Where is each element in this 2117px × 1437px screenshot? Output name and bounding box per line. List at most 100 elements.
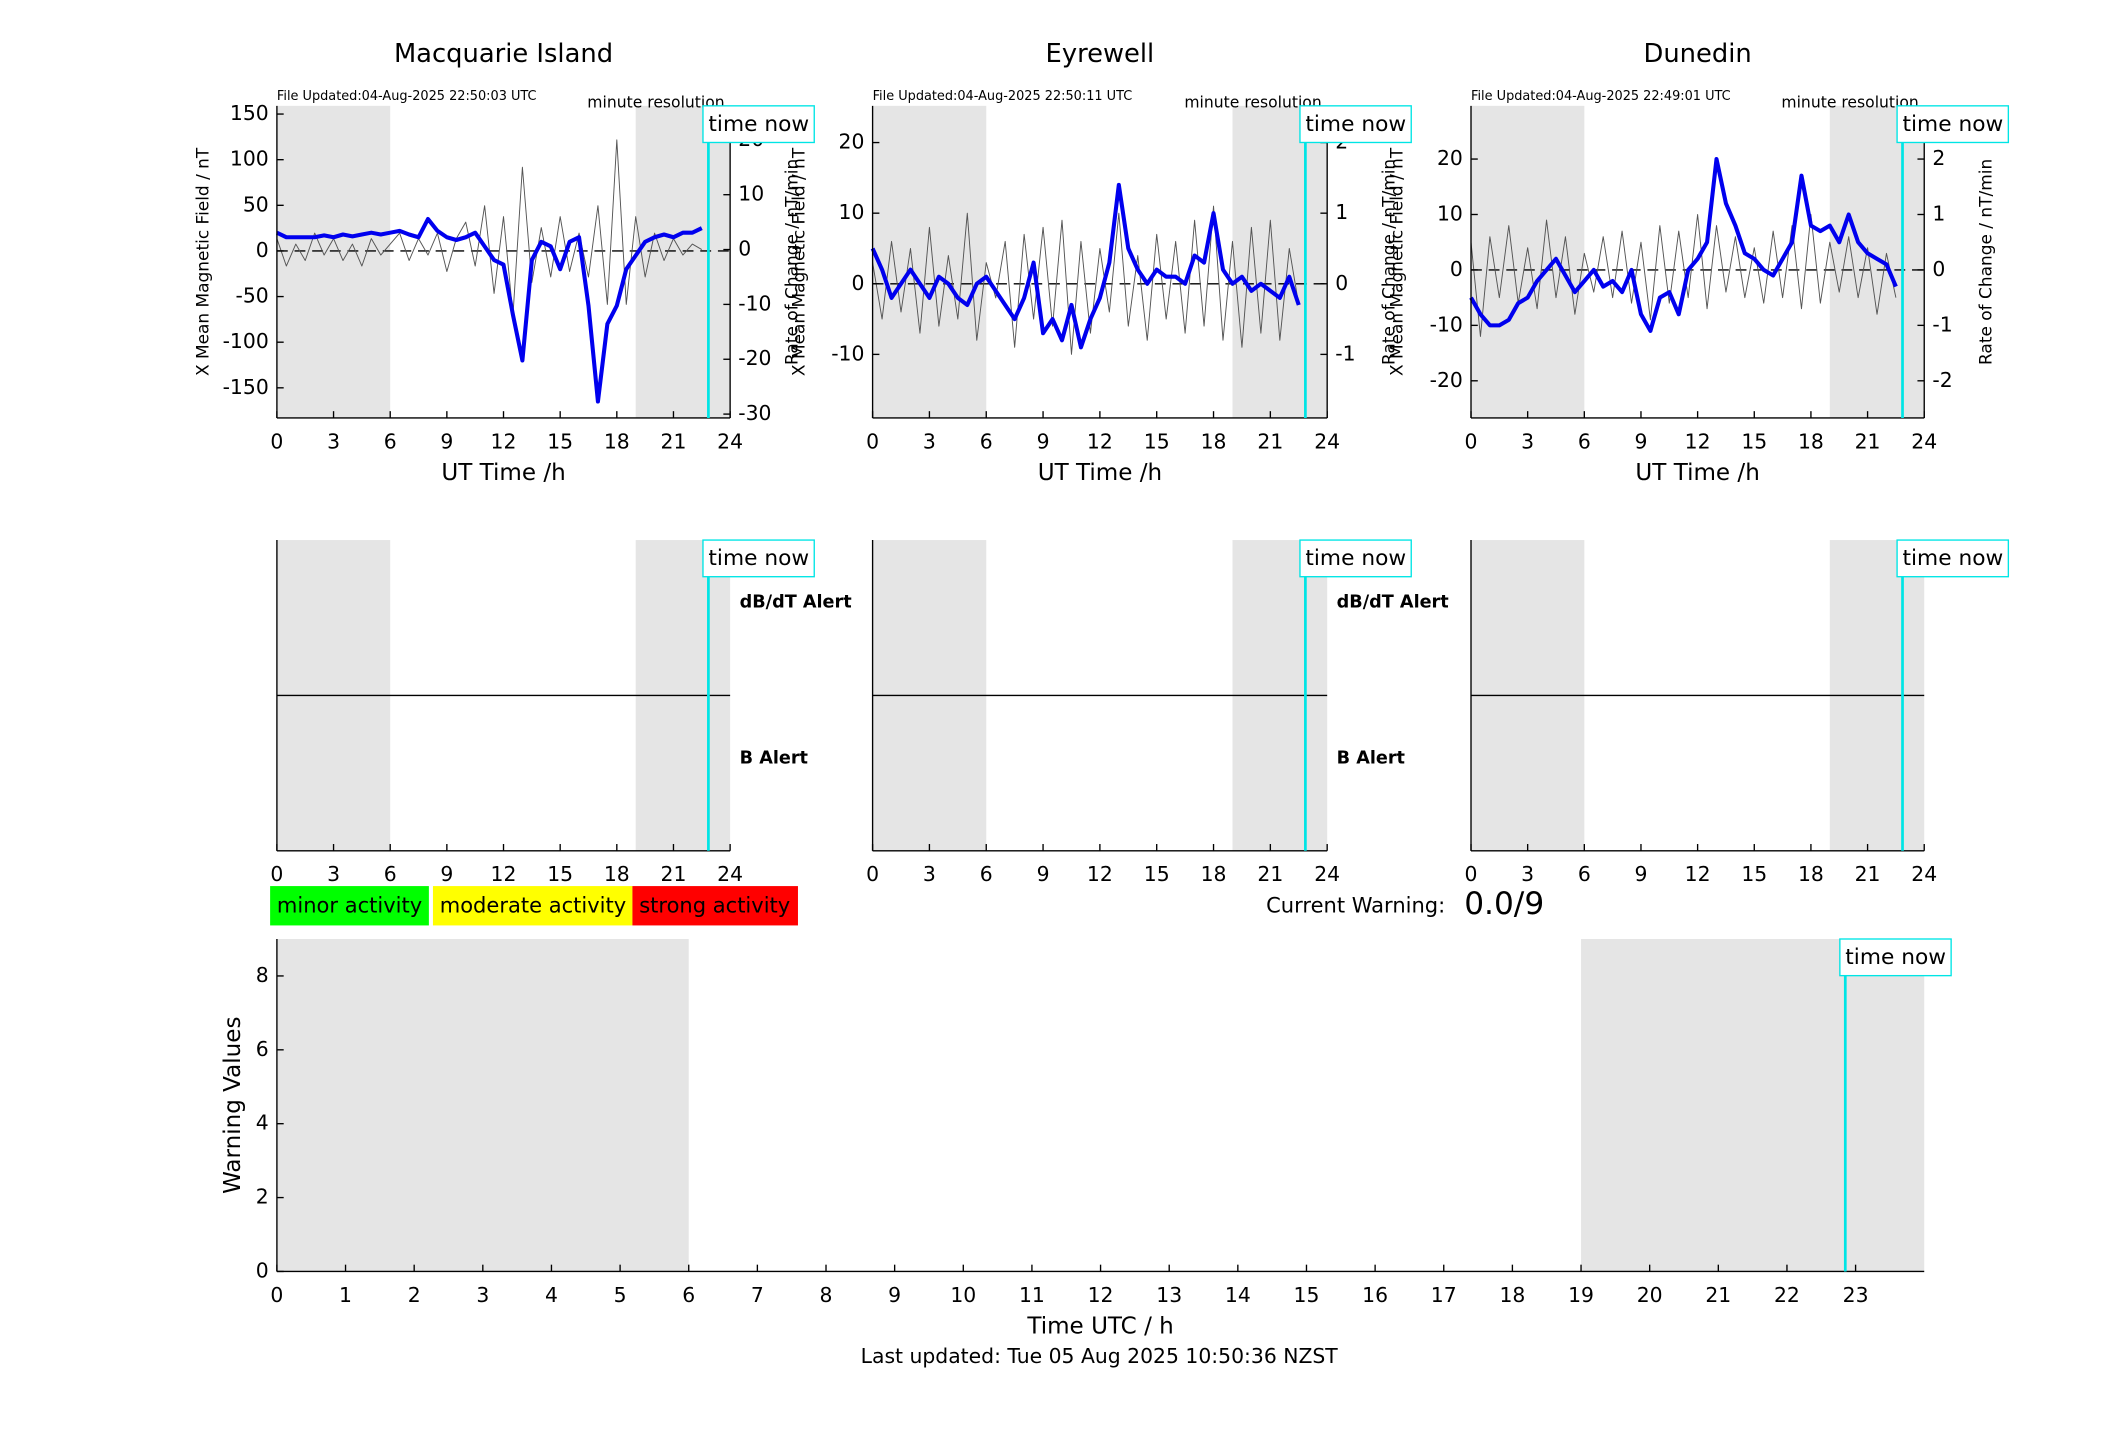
x-axis-label: UT Time /h: [441, 460, 565, 486]
y-tick-label: 8: [256, 963, 269, 987]
y-tick-label: 20: [1437, 146, 1463, 170]
file-updated: File Updated:04-Aug-2025 22:50:11 UTC: [873, 89, 1133, 104]
night-shade: [276, 939, 689, 1272]
y2-tick-label: -1: [1335, 341, 1355, 365]
x-tick-label: 17: [1431, 1283, 1457, 1307]
time-now-label: time now: [1305, 112, 1406, 137]
x-tick-label: 18: [604, 862, 630, 886]
night-shade: [872, 105, 987, 418]
x-tick-label: 9: [888, 1283, 901, 1307]
x-tick-label: 18: [1201, 429, 1227, 453]
time-now-box: [702, 539, 815, 578]
x-tick-label: 10: [950, 1283, 976, 1307]
x-tick-label: 9: [1037, 429, 1050, 453]
alert-label: dB/dT Alert: [1337, 592, 1450, 612]
y2-tick-label: -1: [1932, 312, 1952, 336]
x-tick-label: 24: [1314, 429, 1340, 453]
y2-tick-label: -30: [738, 401, 771, 425]
x-tick-label: 7: [751, 1283, 764, 1307]
x-tick-label: 3: [327, 862, 340, 886]
night-shade: [1581, 939, 1925, 1272]
x-tick-label: 15: [547, 862, 573, 886]
x-tick-label: 12: [491, 862, 517, 886]
x-tick-label: 12: [491, 429, 517, 453]
y-tick-label: 0: [256, 1258, 269, 1282]
x-tick-label: 3: [327, 429, 340, 453]
y-tick-label: -100: [223, 329, 269, 353]
y-axis-label: X Mean Magnetic Field / nT: [788, 147, 808, 376]
x-tick-label: 0: [1465, 429, 1478, 453]
y2-tick-label: 2: [1932, 146, 1945, 170]
time-now-box: [702, 105, 815, 144]
x-tick-label: 6: [384, 429, 397, 453]
x-tick-label: 21: [1855, 862, 1881, 886]
y2-tick-label: -10: [738, 291, 771, 315]
x-tick-label: 15: [1294, 1283, 1320, 1307]
x-tick-label: 15: [547, 429, 573, 453]
x-tick-label: 11: [1019, 1283, 1045, 1307]
alert-label: B Alert: [740, 749, 809, 769]
x-tick-label: 18: [1499, 1283, 1525, 1307]
y-tick-label: -20: [1430, 368, 1463, 392]
time-now-label: time now: [1903, 112, 2004, 137]
x-tick-label: 9: [440, 429, 453, 453]
y-tick-label: -50: [236, 284, 269, 308]
time-now-label: time now: [708, 546, 809, 571]
y2-tick-label: 0: [1932, 257, 1945, 281]
x-tick-label: 15: [1144, 862, 1170, 886]
chart-title: Dunedin: [1644, 39, 1752, 69]
resolution-note: minute resolution: [1781, 94, 1918, 112]
time-now-label: time now: [1305, 546, 1406, 571]
time-now-box: [1299, 105, 1412, 144]
x-tick-label: 1: [339, 1283, 352, 1307]
y-tick-label: -10: [1430, 312, 1463, 336]
resolution-note: minute resolution: [1184, 94, 1321, 112]
x-tick-label: 6: [384, 862, 397, 886]
x-tick-label: 19: [1568, 1283, 1594, 1307]
field-line: [870, 182, 1301, 350]
x-tick-label: 3: [1521, 429, 1534, 453]
x-tick-label: 3: [476, 1283, 489, 1307]
x-tick-label: 24: [717, 429, 743, 453]
x-tick-label: 0: [270, 429, 283, 453]
x-tick-label: 6: [980, 429, 993, 453]
x-tick-label: 0: [1465, 862, 1478, 886]
y-tick-label: 150: [230, 101, 269, 125]
x-tick-label: 4: [545, 1283, 558, 1307]
x-tick-label: 5: [614, 1283, 627, 1307]
x-tick-label: 9: [1634, 862, 1647, 886]
night-shade: [1232, 105, 1328, 418]
y-tick-label: 0: [1450, 257, 1463, 281]
x-tick-label: 24: [1314, 862, 1340, 886]
x-axis-label: Time UTC / h: [1026, 1314, 1173, 1340]
y-tick-label: 0: [256, 238, 269, 262]
x-tick-label: 0: [270, 862, 283, 886]
x-tick-label: 21: [1855, 429, 1881, 453]
x-tick-label: 12: [1685, 862, 1711, 886]
rate-line: [872, 205, 1300, 355]
x-tick-label: 21: [1257, 862, 1283, 886]
x-tick-label: 6: [1578, 429, 1591, 453]
y2-tick-label: -2: [1932, 368, 1952, 392]
resolution-note: minute resolution: [587, 94, 724, 112]
x-tick-label: 18: [1798, 862, 1824, 886]
x-tick-label: 24: [1911, 862, 1937, 886]
x-tick-label: 16: [1362, 1283, 1388, 1307]
time-now-box: [1896, 105, 2010, 144]
chart-title: Eyrewell: [1046, 39, 1155, 69]
file-updated: File Updated:04-Aug-2025 22:50:03 UTC: [277, 89, 537, 104]
y-tick-label: 4: [256, 1111, 269, 1135]
night-shade: [276, 105, 391, 418]
x-tick-label: 3: [923, 429, 936, 453]
current-warning-label: Current Warning:: [1266, 892, 1445, 917]
activity-label: strong activity: [639, 892, 790, 917]
x-tick-label: 3: [1521, 862, 1534, 886]
y-axis-label: X Mean Magnetic Field / nT: [1387, 147, 1407, 376]
x-tick-label: 21: [661, 862, 687, 886]
time-now-label: time now: [708, 112, 809, 137]
x-tick-label: 12: [1087, 429, 1113, 453]
time-now-box: [1299, 539, 1412, 578]
alert-label: B Alert: [1337, 749, 1406, 769]
x-tick-label: 6: [980, 862, 993, 886]
